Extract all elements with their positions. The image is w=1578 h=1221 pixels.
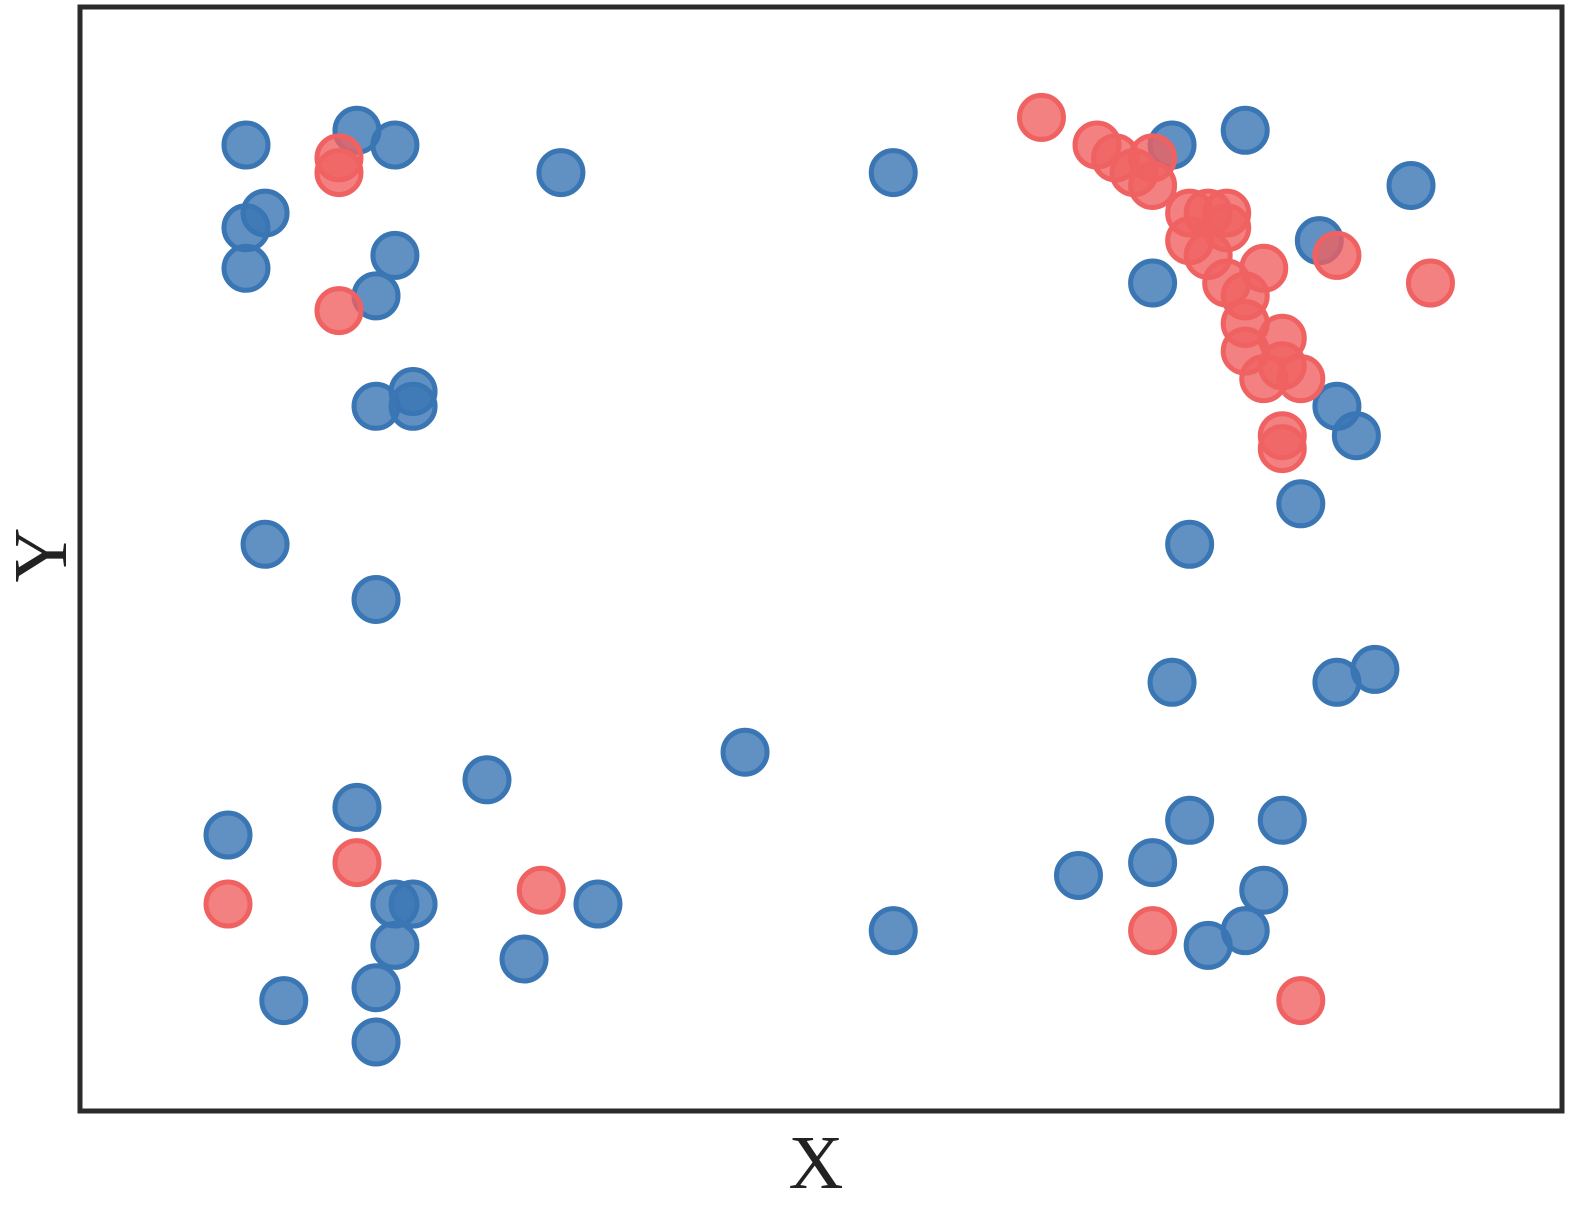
point xyxy=(314,286,364,336)
point xyxy=(720,727,770,777)
point xyxy=(1276,976,1326,1026)
point xyxy=(462,755,512,805)
point xyxy=(203,810,253,860)
point xyxy=(1239,865,1289,915)
point xyxy=(370,120,420,170)
point xyxy=(314,148,364,198)
point xyxy=(536,148,586,198)
y-axis-label: Y xyxy=(0,528,83,583)
point xyxy=(259,976,309,1026)
point xyxy=(1165,519,1215,569)
point xyxy=(1350,644,1400,694)
point xyxy=(499,934,549,984)
point xyxy=(370,230,420,280)
point xyxy=(1276,479,1326,529)
point xyxy=(1128,838,1178,888)
point xyxy=(1128,160,1178,210)
point xyxy=(351,963,401,1013)
point xyxy=(1405,258,1455,308)
point xyxy=(868,906,918,956)
point xyxy=(388,381,438,431)
point xyxy=(332,782,382,832)
point xyxy=(1053,850,1103,900)
point xyxy=(240,519,290,569)
point xyxy=(203,879,253,929)
point xyxy=(1331,411,1381,461)
point xyxy=(1165,795,1215,845)
point xyxy=(516,865,566,915)
point xyxy=(388,879,438,929)
x-axis-label: X xyxy=(789,1121,844,1205)
point xyxy=(1016,92,1066,142)
point xyxy=(573,879,623,929)
point xyxy=(221,120,271,170)
point xyxy=(1312,230,1362,280)
marks xyxy=(203,92,1455,1067)
point xyxy=(1386,160,1436,210)
point xyxy=(1276,354,1326,404)
point xyxy=(1257,424,1307,474)
plot-frame xyxy=(77,4,1565,1114)
point xyxy=(1220,105,1270,155)
point xyxy=(370,920,420,970)
point xyxy=(1183,920,1233,970)
point xyxy=(1128,906,1178,956)
point xyxy=(1257,795,1307,845)
point xyxy=(351,574,401,624)
point xyxy=(351,1017,401,1067)
point xyxy=(868,148,918,198)
point xyxy=(332,838,382,888)
point xyxy=(1128,258,1178,308)
point xyxy=(221,203,271,253)
point xyxy=(1147,657,1197,707)
point xyxy=(221,243,271,293)
